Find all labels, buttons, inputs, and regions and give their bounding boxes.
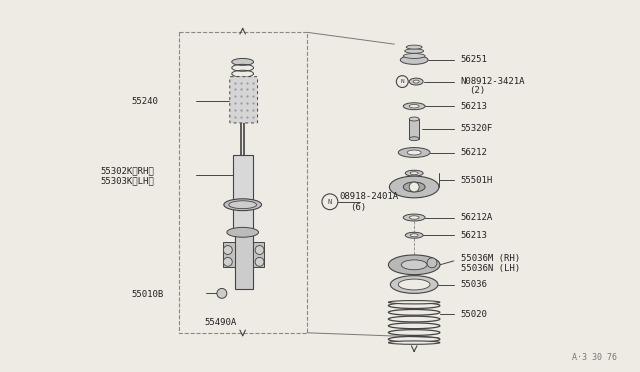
Bar (409, 119, 419, 139)
Polygon shape (223, 242, 235, 267)
Bar (235, 232, 253, 289)
Ellipse shape (406, 45, 422, 49)
Ellipse shape (389, 176, 439, 198)
Ellipse shape (232, 58, 253, 65)
Text: 08918-2401A: 08918-2401A (340, 192, 399, 201)
Circle shape (255, 257, 264, 266)
Ellipse shape (405, 232, 423, 238)
Ellipse shape (224, 199, 262, 211)
Circle shape (322, 194, 338, 210)
Ellipse shape (390, 276, 438, 294)
Ellipse shape (403, 54, 425, 58)
Ellipse shape (409, 216, 419, 219)
Text: N: N (401, 79, 404, 84)
Ellipse shape (403, 182, 425, 192)
FancyBboxPatch shape (230, 77, 257, 123)
Text: 55036M (RH): 55036M (RH) (461, 254, 520, 263)
Ellipse shape (409, 105, 419, 108)
Polygon shape (253, 242, 264, 267)
Circle shape (255, 246, 264, 254)
Ellipse shape (388, 341, 440, 344)
Text: N: N (328, 199, 332, 205)
Circle shape (427, 258, 437, 268)
Text: 56212: 56212 (461, 148, 488, 157)
Ellipse shape (409, 117, 419, 121)
Text: 55303K〈LH〉: 55303K〈LH〉 (100, 177, 154, 186)
Ellipse shape (413, 80, 419, 83)
Ellipse shape (405, 170, 423, 176)
Text: 55020: 55020 (461, 310, 488, 318)
Ellipse shape (388, 301, 440, 304)
Text: 55010B: 55010B (132, 290, 164, 299)
Ellipse shape (228, 201, 257, 209)
Ellipse shape (410, 234, 418, 237)
Ellipse shape (398, 279, 430, 290)
Text: 55320F: 55320F (461, 124, 493, 134)
Bar (179, 32, 307, 333)
Ellipse shape (403, 214, 425, 221)
Text: 56213: 56213 (461, 102, 488, 111)
Ellipse shape (403, 103, 425, 110)
Text: N08912-3421A: N08912-3421A (461, 77, 525, 86)
Text: (2): (2) (468, 86, 485, 95)
Ellipse shape (400, 55, 428, 64)
Text: 55302K〈RH〉: 55302K〈RH〉 (100, 167, 154, 176)
Circle shape (217, 288, 227, 298)
Circle shape (223, 246, 232, 254)
Ellipse shape (407, 150, 421, 155)
Ellipse shape (409, 78, 423, 85)
Ellipse shape (404, 49, 424, 53)
Ellipse shape (409, 137, 419, 141)
Text: 55490A: 55490A (205, 318, 237, 327)
Text: 55501H: 55501H (461, 176, 493, 185)
Text: 55240: 55240 (132, 97, 159, 106)
Ellipse shape (227, 227, 259, 237)
Text: 56251: 56251 (461, 55, 488, 64)
Text: 56213: 56213 (461, 231, 488, 240)
Text: 55036N (LH): 55036N (LH) (461, 264, 520, 273)
Circle shape (409, 182, 419, 192)
Ellipse shape (388, 255, 440, 275)
Text: A·3 30 76: A·3 30 76 (572, 353, 618, 362)
Ellipse shape (410, 172, 418, 175)
Text: (6): (6) (349, 203, 366, 212)
Text: 55036: 55036 (461, 280, 488, 289)
Ellipse shape (401, 260, 427, 270)
Circle shape (223, 257, 232, 266)
Bar (233, 155, 253, 232)
Text: 56212A: 56212A (461, 213, 493, 222)
Ellipse shape (398, 148, 430, 157)
Circle shape (396, 76, 408, 87)
